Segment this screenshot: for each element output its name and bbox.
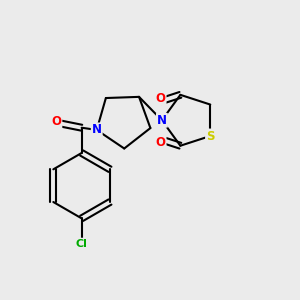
Text: O: O (156, 92, 166, 105)
Text: O: O (51, 115, 62, 128)
Text: O: O (156, 136, 166, 149)
Text: Cl: Cl (76, 238, 88, 249)
Text: N: N (92, 123, 102, 136)
Text: N: N (157, 114, 167, 127)
Text: S: S (206, 130, 214, 142)
